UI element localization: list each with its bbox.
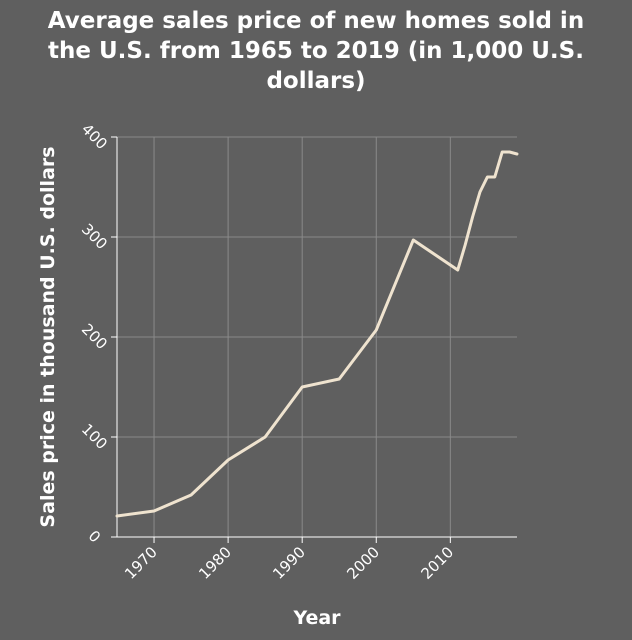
series-layer [115,150,519,518]
chart-title-line-1: Average sales price of new homes sold in [48,8,584,34]
x-axis-title: Year [292,607,341,629]
chart-title-line-3: dollars) [266,68,365,94]
chart-title-line-2: the U.S. from 1965 to 2019 (in 1,000 U.S… [48,38,584,64]
y-axis-title: Sales price in thousand U.S. dollars [37,146,59,527]
series-line-0 [115,150,519,518]
axis-layer [111,136,517,543]
